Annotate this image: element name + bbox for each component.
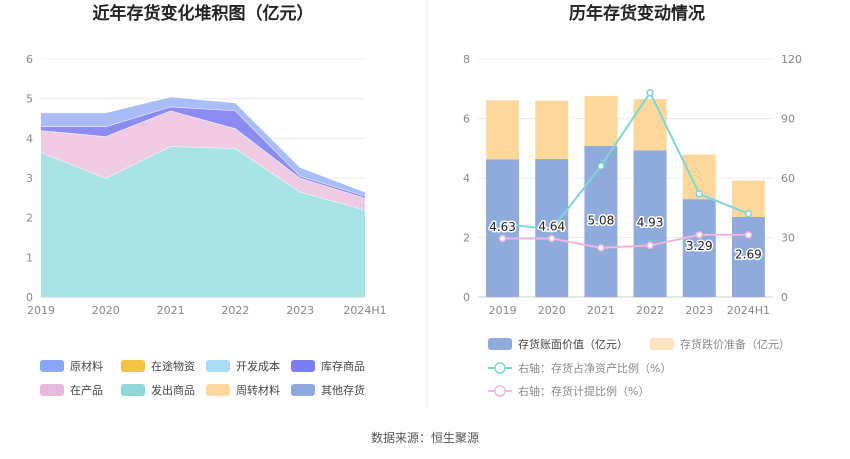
right-x-tick-label: 2019 — [489, 304, 517, 317]
left-legend-swatch — [206, 360, 230, 372]
bar-value-label: 5.08 — [588, 213, 615, 227]
left-y-tick-label: 6 — [26, 53, 33, 66]
line-point — [695, 231, 703, 239]
left-y-tick-label: 0 — [26, 291, 33, 304]
right-y-right-tick-label: 90 — [781, 113, 795, 126]
left-legend-swatch — [121, 384, 145, 396]
left-y-tick-label: 5 — [26, 93, 33, 106]
right-y-left-tick-label: 8 — [463, 53, 470, 66]
line-point — [597, 244, 605, 252]
line-point — [498, 219, 507, 228]
left-x-tick-label: 2021 — [157, 304, 185, 317]
bar-存货跌价准备（亿元） — [584, 95, 618, 146]
left-legend-label: 在途物资 — [151, 359, 195, 373]
area-series-edge — [41, 96, 366, 193]
right-y-right-tick-label: 120 — [781, 53, 802, 66]
data-source-note: 数据来源：恒生聚源 — [371, 430, 479, 445]
line-右轴：存货计提比例（%） — [502, 233, 749, 249]
bar-value-label: 4.63 — [489, 220, 516, 234]
right-legend-label: 右轴：存货占净资产比例（%） — [518, 361, 671, 375]
left-y-tick-label: 4 — [26, 132, 33, 145]
right-x-tick-label: 2024H1 — [727, 304, 770, 317]
right-legend-label: 右轴：存货计提比例（%） — [518, 384, 649, 398]
right-y-right-tick-label: 30 — [781, 232, 795, 245]
bar-value-label: 4.93 — [637, 216, 664, 230]
right-legend-swatch — [488, 338, 512, 350]
left-legend-swatch — [291, 384, 315, 396]
bar-存货账面价值（亿元） — [633, 150, 667, 297]
right-y-left-tick-label: 2 — [463, 232, 470, 245]
bar-存货账面价值（亿元） — [731, 216, 765, 297]
left-legend-label: 库存商品 — [321, 359, 365, 373]
left-x-tick-label: 2023 — [286, 304, 314, 317]
right-legend-label: 存货跌价准备（亿元） — [680, 337, 790, 351]
bar-value-label: 2.69 — [735, 248, 762, 262]
right-legend-swatch — [650, 338, 674, 350]
left-legend-label: 发出商品 — [151, 383, 195, 397]
line-point — [597, 162, 605, 170]
line-point — [744, 209, 753, 218]
line-右轴：存货占净资产比例（%） — [502, 90, 749, 231]
left-legend-label: 开发成本 — [236, 359, 280, 373]
line-point — [646, 241, 654, 250]
bar-存货跌价准备（亿元） — [535, 100, 569, 159]
right-y-left-tick-label: 4 — [463, 172, 470, 185]
left-x-tick-label: 2019 — [27, 304, 55, 317]
bar-存货跌价准备（亿元） — [486, 100, 520, 160]
left-x-tick-label: 2022 — [221, 304, 249, 317]
right-legend-label: 存货账面价值（亿元） — [518, 337, 628, 351]
right-y-left-tick-label: 0 — [463, 291, 470, 304]
left-legend-swatch — [206, 384, 230, 396]
line-point — [548, 234, 556, 243]
left-legend-label: 其他存货 — [321, 383, 365, 397]
bar-value-label: 4.64 — [538, 220, 565, 234]
right-x-tick-label: 2021 — [587, 304, 615, 317]
bar-存货跌价准备（亿元） — [633, 99, 667, 151]
area-series-原材料 — [41, 96, 365, 196]
left-legend-swatch — [291, 360, 315, 372]
bar-存货账面价值（亿元） — [682, 199, 716, 297]
left-chart-title: 近年存货变化堆积图（亿元） — [93, 3, 314, 24]
area-series-发出商品 — [41, 146, 365, 297]
left-legend-label: 在产品 — [70, 383, 103, 397]
left-legend-swatch — [40, 360, 64, 372]
right-chart-title: 历年存货变动情况 — [569, 3, 705, 24]
bar-存货账面价值（亿元） — [486, 159, 520, 297]
left-x-tick-label: 2024H1 — [343, 304, 386, 317]
area-series-库存商品 — [41, 106, 365, 198]
right-x-tick-label: 2020 — [538, 304, 566, 317]
left-y-tick-label: 1 — [26, 251, 33, 264]
left-legend-label: 周转材料 — [236, 383, 280, 397]
line-point — [646, 88, 654, 97]
line-point — [498, 234, 507, 243]
bar-value-label: 3.29 — [686, 239, 713, 253]
left-legend-swatch — [40, 384, 64, 396]
line-point — [548, 225, 556, 234]
right-y-right-tick-label: 60 — [781, 172, 795, 185]
right-x-tick-label: 2023 — [685, 304, 713, 317]
right-legend-marker — [494, 385, 506, 397]
right-y-right-tick-label: 0 — [781, 291, 788, 304]
right-x-tick-label: 2022 — [636, 304, 664, 317]
left-y-tick-label: 2 — [26, 212, 33, 225]
line-point — [744, 231, 753, 239]
left-legend-swatch — [121, 360, 145, 372]
area-series-在产品 — [41, 110, 365, 210]
line-point — [695, 190, 703, 198]
bar-存货账面价值（亿元） — [584, 145, 618, 297]
left-y-tick-label: 3 — [26, 172, 33, 185]
right-legend-marker — [494, 362, 506, 374]
left-x-tick-label: 2020 — [92, 304, 120, 317]
right-y-left-tick-label: 6 — [463, 113, 470, 126]
left-legend-label: 原材料 — [70, 359, 103, 373]
